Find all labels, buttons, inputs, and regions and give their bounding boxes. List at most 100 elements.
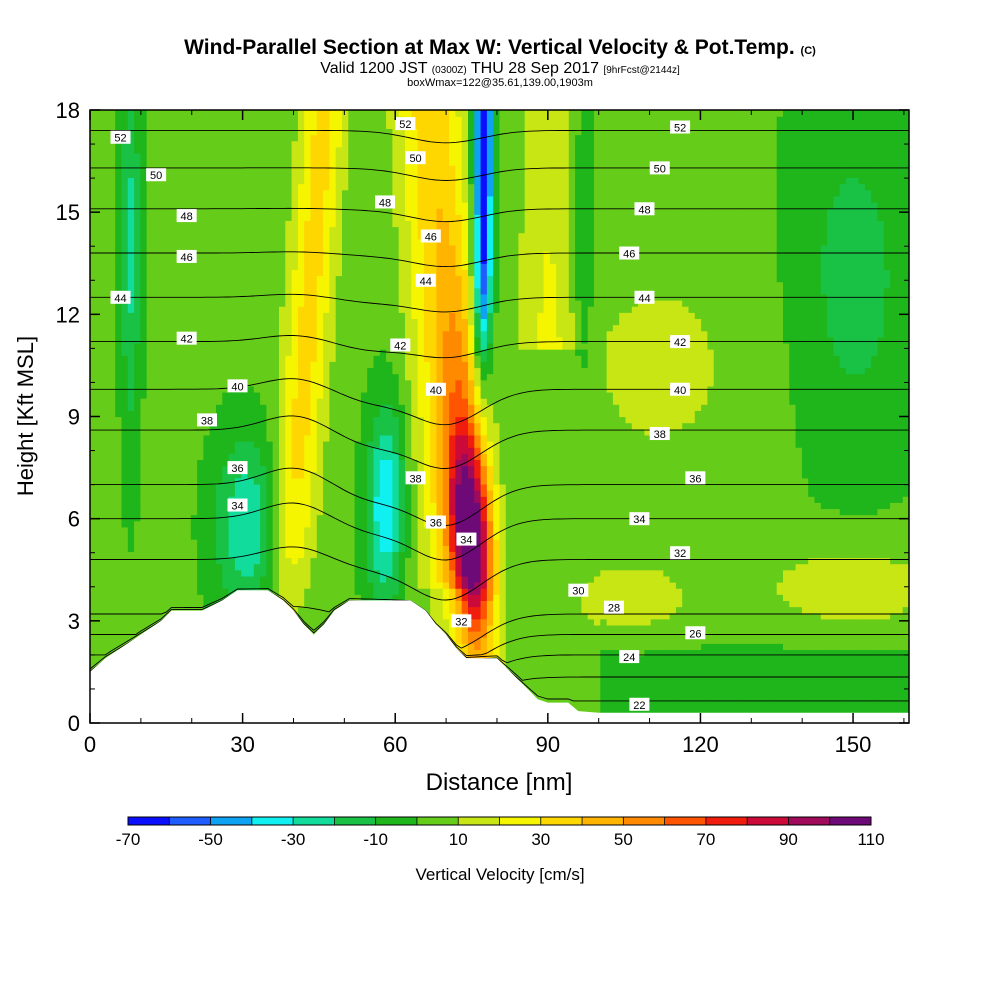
colorbar-swatch xyxy=(334,817,377,825)
chart-title: Wind-Parallel Section at Max W: Vertical… xyxy=(0,36,1000,60)
isentrope-contours xyxy=(90,129,909,702)
isentrope-label-50-1: 50 xyxy=(146,168,167,182)
chart-subtitle: Valid 1200 JST (0300Z) THU 28 Sep 2017 [… xyxy=(0,60,1000,78)
isentrope-46 xyxy=(90,251,909,268)
isentrope-52 xyxy=(90,129,909,144)
isentrope-label-52: 52 xyxy=(670,120,691,135)
isentrope-label-38-17: 38 xyxy=(405,471,426,485)
isentrope-44 xyxy=(90,293,909,313)
isentrope-label-44-4: 44 xyxy=(110,290,131,305)
subtitle-date: THU 28 Sep 2017 xyxy=(470,60,599,77)
isentrope-36 xyxy=(90,467,909,526)
chart-title-mark: (C) xyxy=(800,45,816,57)
y-tick-label: 3 xyxy=(68,609,80,634)
colorbar-tick-label: 30 xyxy=(531,830,550,849)
isentrope-label-36-8: 36 xyxy=(227,461,248,475)
isentrope-50 xyxy=(90,167,909,181)
isentrope-label-48: 48 xyxy=(634,202,655,216)
isentrope-label-48-2: 48 xyxy=(176,209,197,223)
axes: 0 30 60 90 120 150 0 36 9 12 15 18 xyxy=(56,98,909,757)
isentrope-label-42-5: 42 xyxy=(176,331,197,346)
colorbar-swatch xyxy=(416,817,459,825)
isentrope-30 xyxy=(90,588,909,649)
y-tick-label: 15 xyxy=(56,200,80,225)
isentrope-label-46-3: 46 xyxy=(176,249,197,264)
colorbar-swatch xyxy=(705,817,748,825)
isentrope-label-32: 32 xyxy=(670,546,691,560)
colorbar-swatch xyxy=(499,817,542,825)
colorbar-swatch xyxy=(664,817,707,825)
colorbar-swatch xyxy=(293,817,335,825)
isentrope-label-40-16: 40 xyxy=(425,382,446,397)
isentrope-label-22: 22 xyxy=(629,697,650,712)
isentrope-label-42: 42 xyxy=(670,335,691,349)
subtitle-valid: Valid 1200 JST xyxy=(320,60,428,77)
isentrope-label-26: 26 xyxy=(685,626,706,640)
isentrope-label-50: 50 xyxy=(649,161,670,175)
isentrope-labels: 22 24 26 28 30 32 34 36 38 40 42 44 46 48 50 52 52 50 48 46… xyxy=(110,117,706,712)
x-tick-label: 90 xyxy=(536,732,560,757)
isentrope-label-24: 24 xyxy=(619,650,640,664)
isentrope-label-48-12: 48 xyxy=(375,195,396,209)
isentrope-48 xyxy=(90,207,909,223)
colorbar-swatch xyxy=(788,817,831,825)
colorbar-tick-label: 10 xyxy=(449,830,468,849)
isentrope-label-32-20: 32 xyxy=(451,614,472,628)
isentrope-42 xyxy=(90,335,909,359)
isentrope-label-44: 44 xyxy=(634,290,655,305)
isentrope-label-28: 28 xyxy=(603,600,624,615)
isentrope-label-38-7: 38 xyxy=(197,413,217,427)
isentrope-label-40: 40 xyxy=(670,382,691,397)
y-tick-label: 0 xyxy=(68,711,80,736)
colorbar-swatch xyxy=(169,817,211,825)
subtitle-utc: (0300Z) xyxy=(431,65,467,76)
box-info: boxWmax=122@35.61,139.00,1903m xyxy=(407,77,593,89)
y-tick-label: 9 xyxy=(68,405,80,430)
y-tick-label: 12 xyxy=(56,302,80,327)
colorbar-tick-label: -10 xyxy=(363,830,388,849)
colorbar-swatch xyxy=(582,817,624,825)
colorbar-tick-label: -70 xyxy=(116,830,141,849)
isentrope-label-40-6: 40 xyxy=(227,379,248,393)
colorbar-swatch xyxy=(623,817,666,825)
isentrope-label-34-9: 34 xyxy=(227,498,248,513)
colorbar-swatch xyxy=(829,817,872,825)
colorbar: -70 -50 -30 -10 10 30 50 70 90 110 xyxy=(116,816,885,849)
colorbar-swatch xyxy=(747,817,789,825)
isentrope-label-52-10: 52 xyxy=(395,117,416,131)
chart-title-text: Wind-Parallel Section at Max W: Vertical… xyxy=(184,36,795,59)
colorbar-tick-label: -50 xyxy=(198,830,223,849)
isentrope-32 xyxy=(90,546,909,601)
isentrope-label-38: 38 xyxy=(649,427,670,441)
isentrope-label-42-15: 42 xyxy=(390,338,411,352)
isentrope-label-34: 34 xyxy=(629,512,650,526)
isentrope-label-46: 46 xyxy=(619,246,640,261)
y-tick-label: 18 xyxy=(56,98,80,123)
isentrope-label-46-13: 46 xyxy=(420,229,441,244)
x-tick-label: 0 xyxy=(84,732,96,757)
x-tick-label: 30 xyxy=(230,732,254,757)
isentrope-label-36-18: 36 xyxy=(425,515,446,530)
x-tick-label: 60 xyxy=(383,732,407,757)
colorbar-tick-label: 90 xyxy=(779,830,798,849)
colorbar-tick-label: 50 xyxy=(614,830,633,849)
isentrope-label-34-19: 34 xyxy=(456,532,477,547)
colorbar-swatch xyxy=(210,817,253,825)
x-tick-label: 120 xyxy=(682,732,719,757)
colorbar-swatch xyxy=(251,817,294,825)
x-axis-label: Distance [nm] xyxy=(426,769,573,796)
isentrope-40 xyxy=(90,378,909,426)
colorbar-tick-label: 70 xyxy=(696,830,715,849)
colorbar-label: Vertical Velocity [cm/s] xyxy=(415,865,584,884)
colorbar-swatch xyxy=(540,817,583,825)
colorbar-swatch xyxy=(128,817,170,825)
isentrope-label-50-11: 50 xyxy=(405,151,426,165)
x-tick-label: 150 xyxy=(835,732,872,757)
isentrope-label-30: 30 xyxy=(568,583,589,598)
colorbar-swatch xyxy=(375,817,418,825)
subtitle-fcst: [9hrFcst@2144z] xyxy=(603,65,680,76)
isentrope-34 xyxy=(90,502,909,561)
terrain xyxy=(90,590,909,723)
colorbar-tick-label: 110 xyxy=(857,830,884,849)
